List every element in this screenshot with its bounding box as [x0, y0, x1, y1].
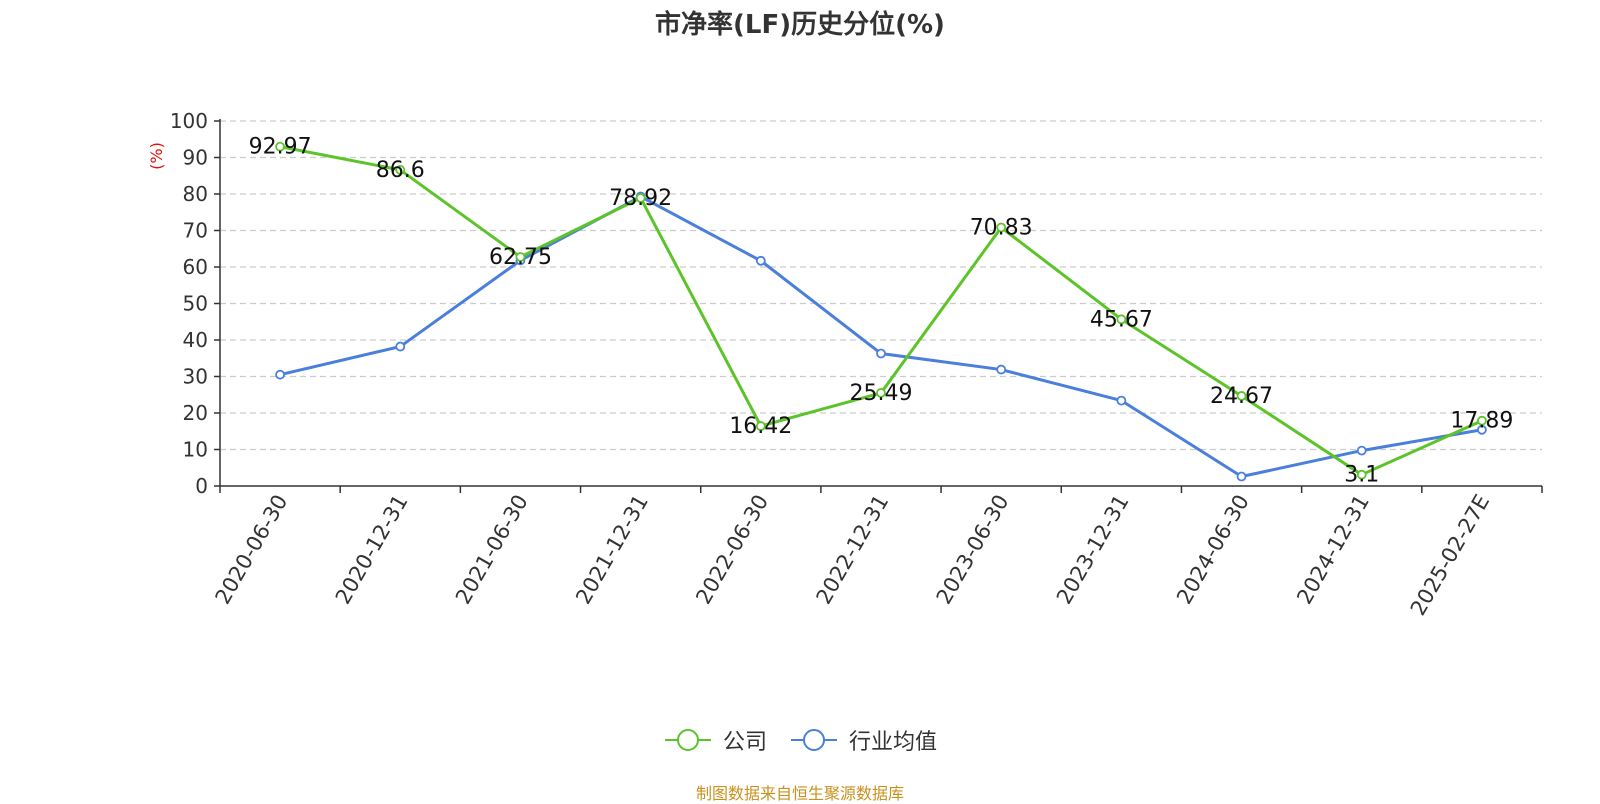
legend-company-line-icon — [664, 729, 711, 751]
data-label-company: 24.67 — [1210, 384, 1273, 409]
x-tick-label: 2024-12-31 — [1292, 491, 1374, 609]
data-point-industry — [755, 255, 766, 266]
data-point-company — [1356, 469, 1367, 480]
legend-item-company[interactable]: 公司 — [663, 724, 767, 756]
x-tick-label: 2022-06-30 — [691, 491, 773, 609]
data-label-company: 62.75 — [489, 245, 552, 270]
data-label-company: 78.92 — [609, 186, 672, 211]
data-point-company — [1477, 415, 1487, 426]
legend-company-label: 公司 — [722, 730, 767, 755]
axes: 0 10 20 30 40 50 60 70 80 90 100 2020-06-30 2020-12-… — [170, 109, 1543, 620]
data-label-company: 45.67 — [1090, 307, 1153, 332]
data-point-industry — [1116, 395, 1127, 406]
data-labels: 92.97 86.6 62.75 78.92 16.42 25.49 70.83 45.67 2… — [249, 135, 1514, 488]
y-tick-label: 100 — [170, 109, 208, 133]
y-tick-label: 80 — [183, 182, 208, 206]
data-label-company: 70.83 — [970, 215, 1033, 240]
data-point-company — [1236, 391, 1247, 401]
data-point-company — [1116, 314, 1127, 325]
legend-industry-label: 行业均值 — [849, 730, 938, 755]
x-tick-label: 2020-12-31 — [331, 490, 413, 608]
y-tick-label: 10 — [183, 438, 208, 462]
legend-item-industry[interactable]: 行业均值 — [789, 724, 937, 756]
x-tick-label: 2023-12-31 — [1052, 491, 1134, 609]
x-tick-label: 2025-02-27E — [1406, 491, 1494, 620]
data-point-company — [515, 252, 526, 262]
y-tick-label: 70 — [183, 219, 208, 243]
x-tick-label: 2021-06-30 — [451, 491, 533, 609]
data-label-company: 17.89 — [1450, 409, 1513, 434]
x-tick-label: 2022-12-31 — [812, 491, 894, 609]
data-point-industry — [996, 364, 1007, 375]
data-point-industry — [275, 369, 285, 380]
data-point-industry — [876, 348, 886, 359]
x-tick-label: 2023-06-30 — [932, 491, 1014, 609]
grid-lines — [220, 120, 1542, 451]
x-tick-label: 2020-06-30 — [211, 491, 293, 609]
data-point-company — [635, 193, 646, 203]
x-tick-label: 2024-06-30 — [1172, 491, 1254, 609]
y-tick-label: 40 — [183, 328, 208, 352]
y-axis-label: (%) — [147, 142, 166, 170]
legend: 公司 行业均值 — [0, 724, 1600, 756]
data-label-company: 25.49 — [850, 381, 913, 406]
data-label-company: 16.42 — [729, 414, 792, 439]
data-point-company — [755, 421, 766, 431]
data-point-company — [275, 141, 285, 152]
y-tick-label: 20 — [183, 401, 208, 425]
series-line-company — [279, 145, 1483, 477]
data-point-industry — [1356, 445, 1367, 456]
y-tick-label: 0 — [195, 474, 208, 498]
data-label-company: 92.97 — [249, 135, 312, 160]
source-note: 制图数据来自恒生聚源数据库 — [695, 784, 904, 803]
data-point-industry — [1477, 424, 1487, 435]
y-tick-label: 30 — [183, 365, 208, 389]
y-tick-label: 50 — [183, 292, 208, 316]
y-tick-label: 60 — [183, 255, 208, 279]
series-lines — [275, 141, 1487, 482]
x-tick-label: 2021-12-31 — [571, 491, 653, 609]
data-label-company: 86.6 — [376, 158, 425, 183]
data-label-company: 3.1 — [1344, 463, 1379, 488]
data-point-company — [395, 165, 406, 175]
data-point-company — [996, 222, 1007, 233]
legend-industry-line-icon — [791, 729, 837, 751]
data-point-industry — [395, 341, 406, 352]
data-point-company — [876, 388, 886, 398]
chart-title: 市净率(LF)历史分位(%) — [655, 10, 945, 40]
y-tick-label: 90 — [183, 146, 208, 170]
data-point-industry — [1236, 471, 1247, 482]
